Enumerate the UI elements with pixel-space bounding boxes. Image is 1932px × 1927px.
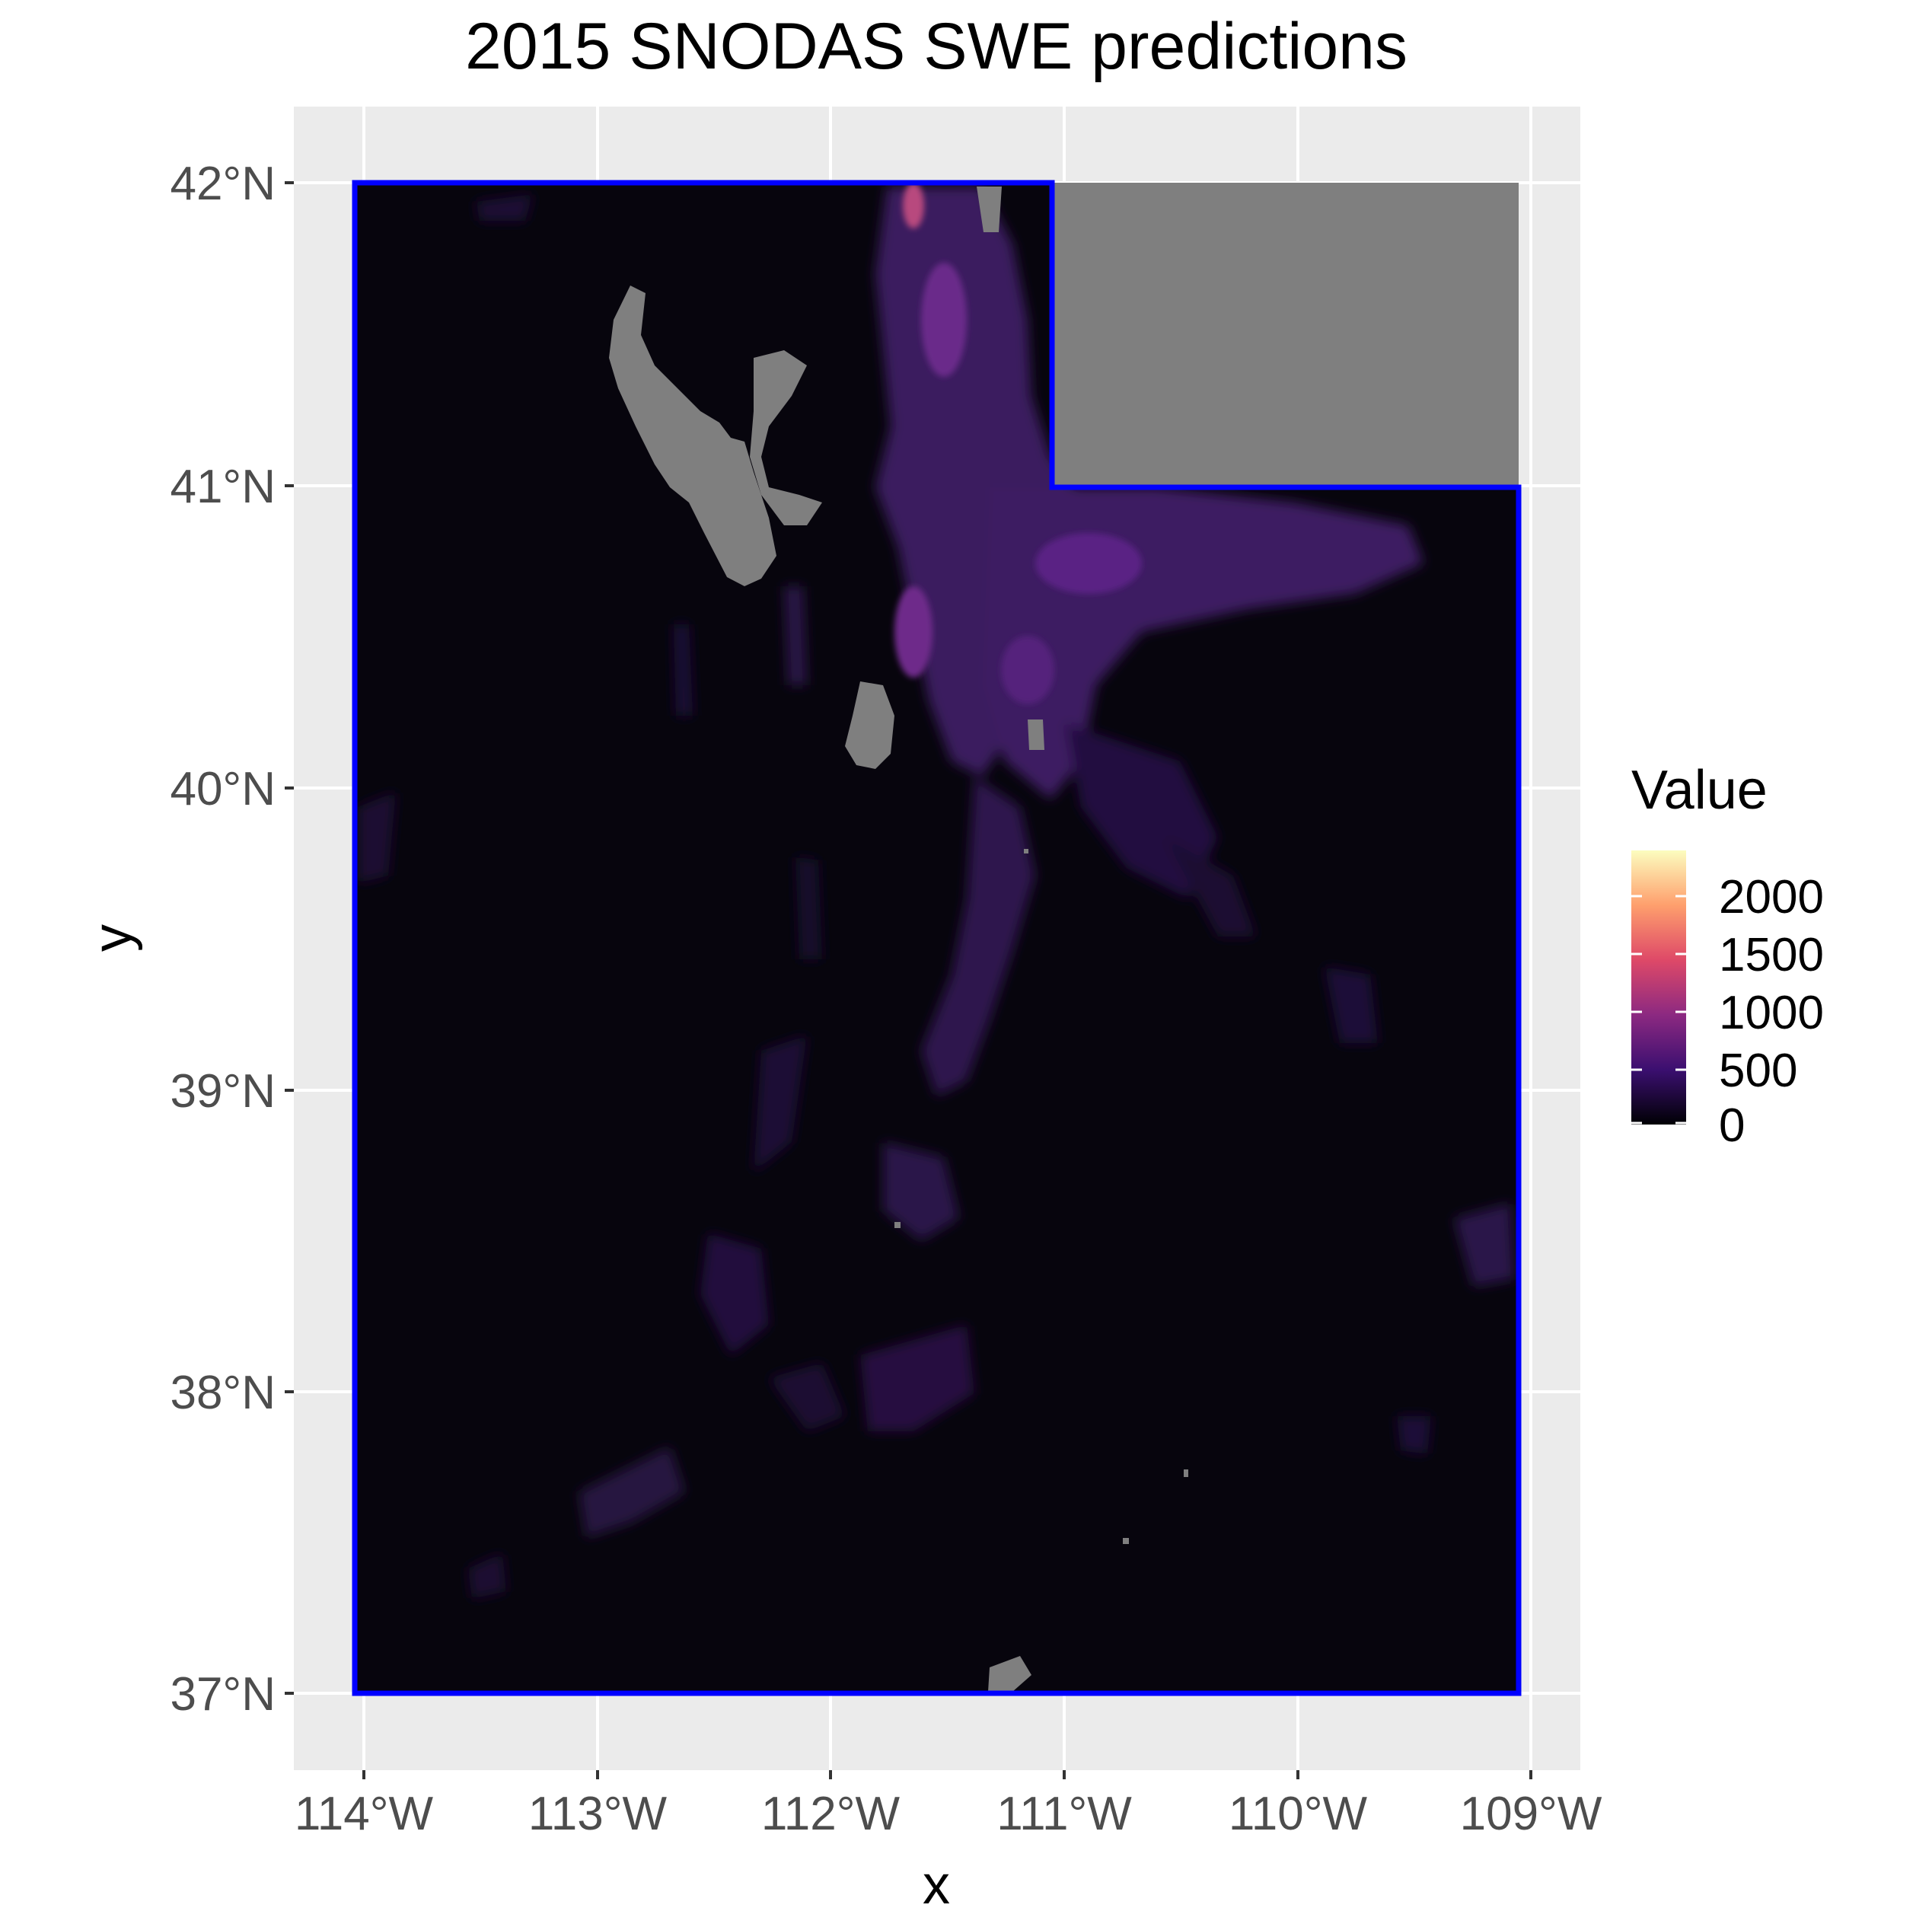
nodata-utah-lake — [845, 681, 894, 769]
snow-tavaputs — [1325, 967, 1378, 1043]
x-tick-label: 113°W — [528, 1788, 668, 1840]
legend-label: 1500 — [1719, 929, 1824, 981]
legend-ticks — [1631, 895, 1686, 1125]
y-tick-label: 39°N — [170, 1065, 276, 1118]
high-swe-highlights — [894, 183, 1142, 704]
snow-house-range — [795, 857, 822, 959]
snow-deep-creek — [358, 792, 396, 883]
legend-label: 2000 — [1719, 871, 1824, 924]
snow-abajo — [1397, 1416, 1431, 1454]
y-axis-title: y — [82, 924, 143, 952]
snow-sevier-ridge — [769, 1363, 845, 1431]
high-swe-cottonwood — [894, 586, 933, 678]
snow-oquirrh — [784, 586, 807, 685]
legend-label: 500 — [1719, 1045, 1797, 1097]
snow-pine-valley — [468, 1553, 506, 1599]
legend-label: 1000 — [1719, 987, 1824, 1039]
legend-title: Value — [1631, 760, 1768, 821]
y-tick-label: 41°N — [170, 461, 276, 513]
high-swe-uinta-crest — [1035, 533, 1142, 594]
x-tick-labels: 114°W 113°W 112°W 111°W 110°W 109°W — [295, 1788, 1602, 1840]
utah-boundary — [352, 180, 1522, 1696]
nodata-lake-powell — [988, 1656, 1031, 1692]
x-tick-label: 114°W — [295, 1788, 434, 1840]
snow-markagunt — [579, 1447, 685, 1538]
snow-bookcliffs — [1165, 837, 1256, 936]
x-axis-title: x — [923, 1855, 950, 1916]
y-tick-label: 40°N — [170, 763, 276, 815]
high-swe-bear-river-range — [921, 263, 967, 377]
high-swe-timpanogos — [1001, 636, 1054, 704]
snow-raft-river — [476, 194, 533, 221]
high-swe-logan-peak — [903, 183, 924, 228]
legend: Value 2000 1500 1000 500 0 — [1631, 760, 1824, 1152]
nodata-lakes — [609, 187, 1188, 1692]
nodata-bear-lake — [977, 187, 1002, 232]
plot-title: 2015 SNODAS SWE predictions — [465, 10, 1408, 83]
y-tick-labels: 42°N 41°N 40°N 39°N 38°N 37°N — [170, 158, 276, 1721]
legend-labels: 2000 1500 1000 500 0 — [1719, 871, 1824, 1152]
legend-label: 0 — [1719, 1099, 1745, 1152]
nodata-speck-3 — [1123, 1538, 1129, 1544]
snow-fishlake — [883, 1142, 959, 1241]
nodata-speck-4 — [1024, 849, 1028, 853]
legend-colorbar — [1631, 850, 1686, 1125]
x-tick-label: 109°W — [1460, 1788, 1602, 1840]
snow-tushar — [700, 1233, 769, 1355]
nodata-wyoming-corner — [1052, 183, 1519, 486]
nodata-speck-1 — [894, 1222, 901, 1228]
y-tick-label: 38°N — [170, 1367, 276, 1419]
swe-raster — [352, 180, 1522, 1696]
y-tick-label: 42°N — [170, 158, 276, 210]
snow-central-plateau — [921, 777, 1035, 1096]
nodata-bear-river-bay — [750, 350, 822, 525]
snow-aquarius — [860, 1325, 974, 1431]
nodata-great-salt-lake — [609, 286, 776, 586]
y-tick-label: 37°N — [170, 1668, 276, 1721]
snow-pavant — [754, 1035, 807, 1172]
x-tick-label: 110°W — [1229, 1788, 1368, 1840]
x-tick-label: 112°W — [761, 1788, 901, 1840]
axis-ticks — [285, 181, 1532, 1779]
x-tick-label: 111°W — [996, 1788, 1132, 1840]
nodata-speck-2 — [1184, 1469, 1188, 1477]
nodata-strawberry — [1028, 719, 1044, 750]
snow-stansbury — [674, 624, 693, 716]
snow-lasal — [1454, 1203, 1515, 1287]
